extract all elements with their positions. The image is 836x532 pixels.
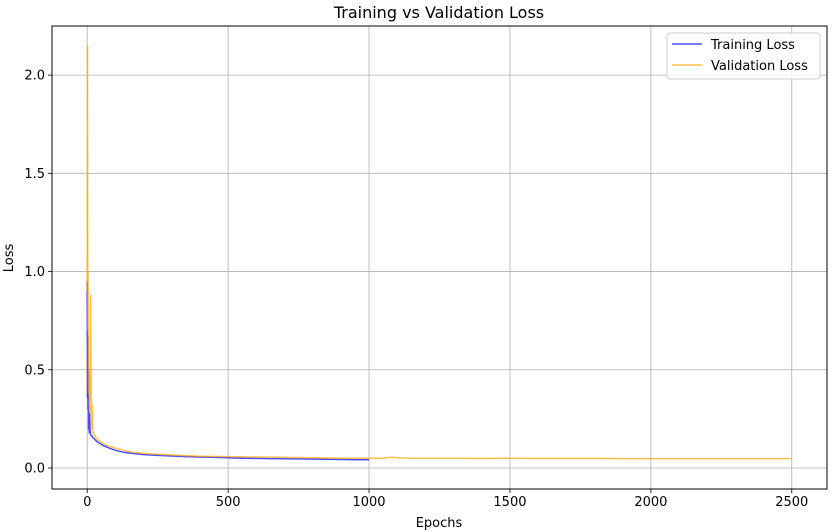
y-tick-label: 1.5	[24, 167, 45, 182]
x-tick-label: 1500	[493, 495, 526, 510]
legend-box	[666, 32, 821, 80]
x-axis-ticks: 0 500 1000 1500 2000 2500	[83, 489, 808, 510]
y-axis-ticks: 0.0 0.5 1.0 1.5 2.0	[24, 69, 52, 476]
y-tick-label: 0.0	[24, 461, 45, 476]
legend-label-training: Training Loss	[710, 38, 795, 53]
x-tick-label: 2000	[634, 495, 667, 510]
chart-title: Training vs Validation Loss	[333, 3, 544, 22]
x-tick-label: 2500	[775, 495, 808, 510]
x-tick-label: 1000	[352, 495, 385, 510]
y-tick-label: 1.0	[24, 265, 45, 280]
training-loss-line	[86, 281, 369, 461]
y-tick-label: 0.5	[24, 363, 45, 378]
legend: Training Loss Validation Loss	[666, 32, 821, 80]
x-tick-label: 500	[216, 495, 241, 510]
y-axis-label: Loss	[2, 244, 17, 273]
plot-frame	[51, 25, 828, 490]
validation-loss-line	[86, 44, 792, 460]
legend-label-validation: Validation Loss	[711, 59, 808, 74]
x-axis-label: Epochs	[416, 516, 463, 531]
series-lines	[86, 44, 792, 461]
x-tick-label: 0	[83, 495, 91, 510]
y-tick-label: 2.0	[24, 69, 45, 84]
